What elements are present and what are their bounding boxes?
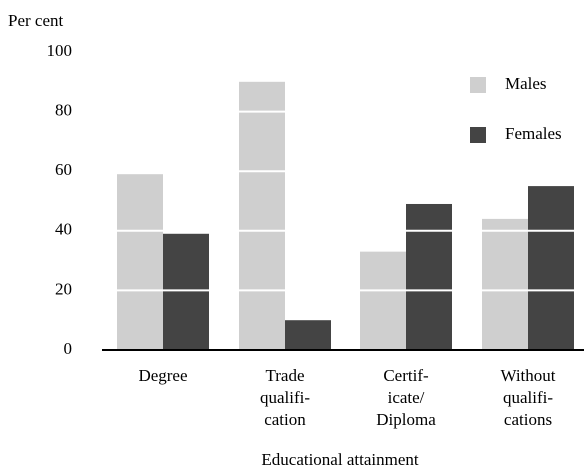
bar (482, 218, 528, 350)
bar (285, 320, 331, 350)
y-tick-label: 100 (47, 41, 73, 60)
y-axis-label: Per cent (8, 11, 64, 30)
x-tick-label: Diploma (376, 410, 436, 429)
x-tick-label: Certif- (383, 366, 429, 385)
y-tick-label: 60 (55, 160, 72, 179)
bar (163, 233, 209, 350)
x-tick-label: cation (264, 410, 306, 429)
y-tick-label: 0 (64, 339, 73, 358)
legend-swatch (470, 127, 486, 143)
x-tick-label: Trade (265, 366, 304, 385)
x-tick-label: qualifi- (503, 388, 553, 407)
legend-label: Males (505, 74, 547, 93)
y-tick-label: 20 (55, 279, 72, 298)
x-tick-label: icate/ (388, 388, 425, 407)
x-tick-label: cations (504, 410, 552, 429)
bar (528, 186, 574, 350)
x-tick-label: Without (500, 366, 555, 385)
bar (117, 174, 163, 350)
y-tick-label: 80 (55, 101, 72, 120)
x-tick-label: Degree (138, 366, 187, 385)
bar (360, 251, 406, 350)
legend-label: Females (505, 124, 562, 143)
x-axis-label: Educational attainment (261, 450, 418, 469)
legend-swatch (470, 77, 486, 93)
x-tick-label: qualifi- (260, 388, 310, 407)
y-tick-label: 40 (55, 220, 72, 239)
bar (406, 203, 452, 350)
bar (239, 81, 285, 351)
